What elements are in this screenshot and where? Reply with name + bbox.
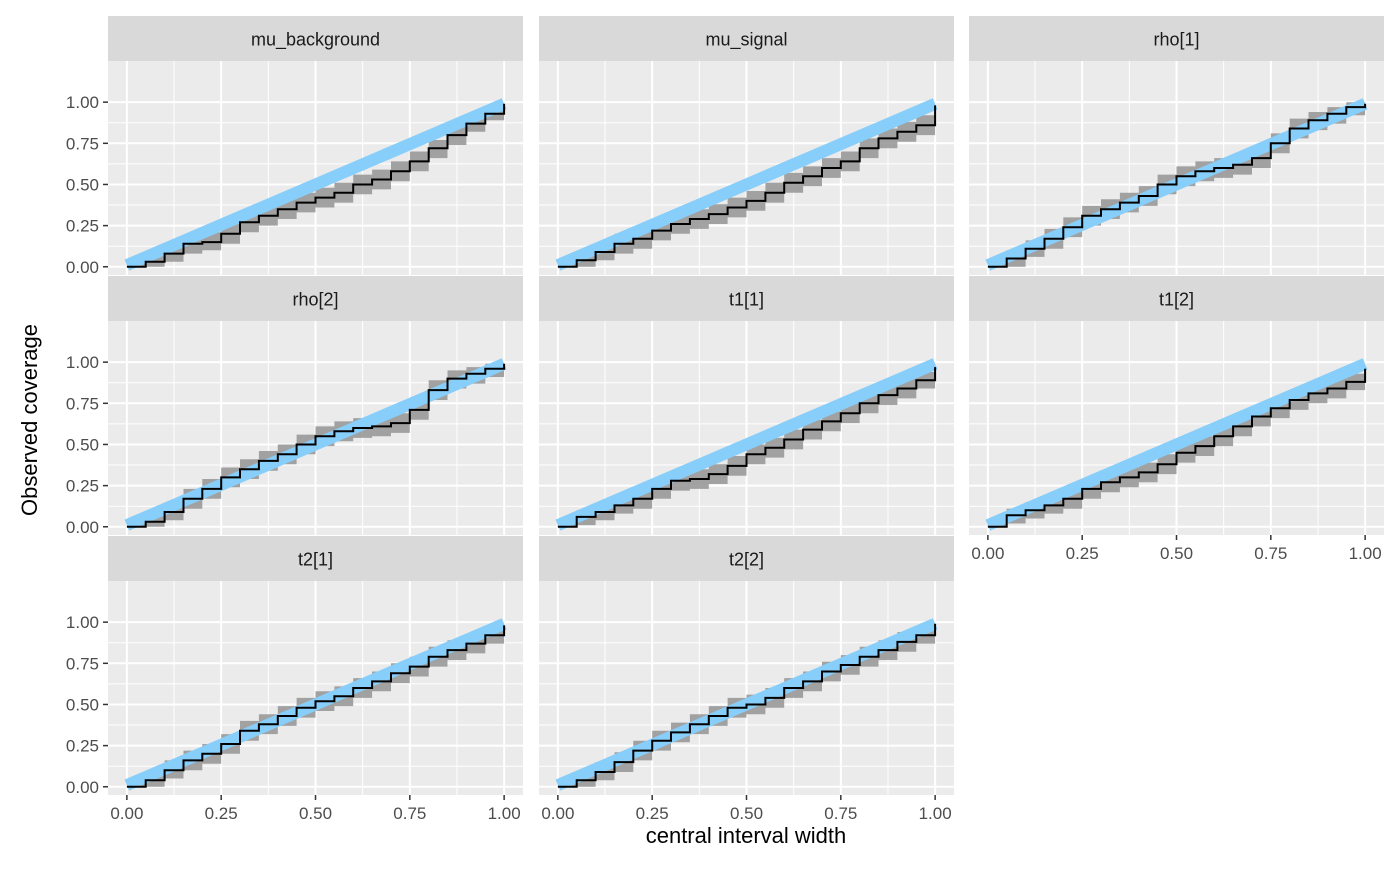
facet-strip bbox=[969, 276, 1384, 321]
observed-coverage-line bbox=[987, 103, 1367, 268]
x-tick-label: 0.00 bbox=[110, 804, 143, 823]
facet-strip bbox=[108, 16, 523, 61]
y-tick-label: 0.75 bbox=[66, 394, 99, 413]
facet-title: t1[2] bbox=[1159, 290, 1194, 310]
ideal-coverage-line bbox=[555, 98, 938, 271]
observed-coverage-line bbox=[557, 367, 937, 528]
facet-strip bbox=[969, 16, 1384, 61]
facet-strip bbox=[539, 276, 954, 321]
x-tick-label: 0.75 bbox=[393, 804, 426, 823]
panels-layer: mu_background 0.00 0.25 0.50 0.75 1.00 mu_sign… bbox=[66, 16, 1384, 823]
x-tick-label: 0.50 bbox=[1160, 544, 1193, 563]
x-tick-label: 1.00 bbox=[919, 804, 952, 823]
y-tick-label: 0.25 bbox=[66, 217, 99, 236]
observed-coverage-line bbox=[126, 625, 506, 788]
x-tick-label: 0.75 bbox=[824, 804, 857, 823]
ideal-coverage-line bbox=[124, 98, 507, 271]
x-tick-label: 0.00 bbox=[541, 804, 574, 823]
ideal-coverage-line bbox=[985, 358, 1368, 531]
facet-panel: rho[2] 0.00 0.25 0.50 0.75 1.00 bbox=[66, 276, 523, 537]
y-tick-label: 1.00 bbox=[66, 353, 99, 372]
facet-title: t1[1] bbox=[729, 290, 764, 310]
x-tick-label: 1.00 bbox=[488, 804, 521, 823]
facet-panel: t2[2] 0.00 0.25 0.50 0.75 1.00 bbox=[539, 536, 954, 823]
facet-title: t2[1] bbox=[298, 550, 333, 570]
facet-panel: t1[2] 0.00 0.25 0.50 0.75 1.00 bbox=[969, 276, 1384, 563]
x-tick-label: 0.50 bbox=[730, 804, 763, 823]
observed-coverage-line bbox=[557, 623, 937, 788]
x-tick-label: 0.25 bbox=[1066, 544, 1099, 563]
facet-panel: t2[1] 0.00 0.25 0.50 0.75 1.00 0.00 0.25 0.50 0.7… bbox=[66, 536, 523, 823]
y-axis-title: Observed coverage bbox=[17, 324, 42, 516]
facet-panel: t1[1] bbox=[539, 276, 954, 535]
y-tick-label: 0.75 bbox=[66, 134, 99, 153]
facet-title: rho[2] bbox=[292, 290, 338, 310]
facet-title: mu_signal bbox=[705, 30, 787, 51]
x-axis-title: central interval width bbox=[646, 823, 847, 848]
facet-panel: mu_signal bbox=[539, 16, 954, 275]
x-tick-label: 0.25 bbox=[636, 804, 669, 823]
observed-coverage-line bbox=[126, 363, 506, 528]
ideal-coverage-line bbox=[555, 358, 938, 531]
y-tick-label: 0.25 bbox=[66, 737, 99, 756]
facet-title: t2[2] bbox=[729, 550, 764, 570]
y-tick-label: 0.00 bbox=[66, 258, 99, 277]
y-tick-label: 1.00 bbox=[66, 93, 99, 112]
y-tick-label: 0.50 bbox=[66, 435, 99, 454]
facet-title: rho[1] bbox=[1153, 30, 1199, 50]
observed-coverage-line bbox=[987, 368, 1367, 528]
facet-strip bbox=[539, 536, 954, 581]
y-tick-label: 0.25 bbox=[66, 477, 99, 496]
facet-panel: rho[1] bbox=[969, 16, 1384, 275]
observed-coverage-line bbox=[126, 103, 506, 268]
facet-strip bbox=[108, 276, 523, 321]
facet-strip bbox=[539, 16, 954, 61]
y-tick-label: 1.00 bbox=[66, 613, 99, 632]
x-tick-label: 0.00 bbox=[971, 544, 1004, 563]
x-tick-label: 0.75 bbox=[1254, 544, 1287, 563]
y-tick-label: 0.50 bbox=[66, 175, 99, 194]
y-tick-label: 0.00 bbox=[66, 518, 99, 537]
facet-title: mu_background bbox=[251, 30, 380, 51]
facet-panel: mu_background 0.00 0.25 0.50 0.75 1.00 bbox=[66, 16, 523, 277]
observed-coverage-line bbox=[557, 105, 937, 268]
x-tick-label: 0.25 bbox=[205, 804, 238, 823]
y-tick-label: 0.00 bbox=[66, 778, 99, 797]
x-tick-label: 1.00 bbox=[1349, 544, 1382, 563]
x-tick-label: 0.50 bbox=[299, 804, 332, 823]
y-tick-label: 0.75 bbox=[66, 654, 99, 673]
y-tick-label: 0.50 bbox=[66, 695, 99, 714]
facet-strip bbox=[108, 536, 523, 581]
